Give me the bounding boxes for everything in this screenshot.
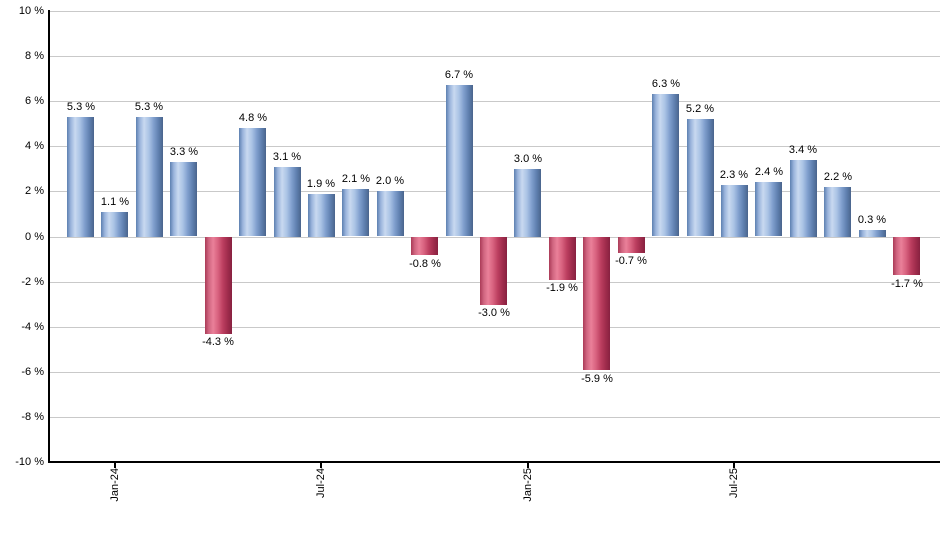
y-tick-label: -4 %	[21, 321, 44, 333]
bar-Nov-25	[859, 230, 886, 237]
bar-value-label: 2.0 %	[375, 175, 405, 187]
gridline	[48, 56, 940, 57]
y-tick-label: 4 %	[25, 140, 44, 152]
bar-May-25	[652, 94, 679, 236]
bar-value-label: -1.9 %	[546, 282, 578, 294]
y-tick-label: -6 %	[21, 366, 44, 378]
bar-Sep-25	[790, 160, 817, 237]
x-tick	[320, 461, 322, 468]
bar-value-label: 6.3 %	[651, 78, 681, 90]
y-tick-label: 0 %	[25, 231, 44, 243]
y-tick-label: -8 %	[21, 411, 44, 423]
y-axis-line	[48, 10, 50, 463]
bar-value-label: 2.3 %	[719, 169, 749, 181]
bar-May-24	[239, 128, 266, 236]
y-tick-label: 8 %	[25, 50, 44, 62]
bar-value-label: -5.9 %	[581, 373, 613, 385]
x-tick-label: Jul-24	[315, 468, 327, 498]
bar-Mar-25	[583, 237, 610, 370]
x-tick-label: Jan-24	[109, 468, 121, 502]
y-tick-label: 2 %	[25, 185, 44, 197]
gridline	[48, 417, 940, 418]
bar-value-label: -0.8 %	[409, 258, 441, 270]
bar-Oct-24	[411, 237, 438, 255]
bar-Mar-24	[170, 162, 197, 236]
gridline	[48, 101, 940, 102]
bar-value-label: 1.9 %	[306, 178, 336, 190]
y-tick-label: -10 %	[15, 456, 44, 468]
gridline	[48, 327, 940, 328]
y-tick-label: 6 %	[25, 95, 44, 107]
gridline	[48, 191, 940, 192]
bar-Oct-25	[824, 187, 851, 237]
bar-value-label: 0.3 %	[857, 214, 887, 226]
bar-value-label: 5.3 %	[134, 101, 164, 113]
bar-Jun-24	[274, 167, 301, 237]
x-axis-line	[48, 461, 940, 463]
bar-Sep-24	[377, 191, 404, 236]
bar-Aug-25	[755, 182, 782, 236]
bar-value-label: 1.1 %	[100, 196, 130, 208]
bar-Dec-25	[893, 237, 920, 275]
gridline	[48, 11, 940, 12]
bar-Feb-24	[136, 117, 163, 237]
bar-value-label: 4.8 %	[238, 112, 268, 124]
bar-Dec-23	[67, 117, 94, 237]
gridline	[48, 372, 940, 373]
bar-Apr-24	[205, 237, 232, 334]
bar-Feb-25	[549, 237, 576, 280]
bar-value-label: 2.2 %	[823, 171, 853, 183]
x-tick-label: Jul-25	[728, 468, 740, 498]
bar-Nov-24	[446, 85, 473, 236]
bar-value-label: -3.0 %	[478, 307, 510, 319]
y-tick-label: -2 %	[21, 276, 44, 288]
bar-value-label: 3.3 %	[169, 146, 199, 158]
bar-value-label: 3.4 %	[788, 144, 818, 156]
y-tick-label: 10 %	[18, 5, 44, 17]
bar-Jan-25	[514, 169, 541, 237]
bar-value-label: 2.4 %	[754, 166, 784, 178]
bar-value-label: 5.3 %	[66, 101, 96, 113]
bar-Jul-24	[308, 194, 335, 237]
bar-value-label: 3.0 %	[513, 153, 543, 165]
bar-value-label: 6.7 %	[444, 69, 474, 81]
x-tick	[114, 461, 116, 468]
bar-Jun-25	[687, 119, 714, 236]
bar-value-label: -1.7 %	[891, 278, 923, 290]
bar-value-label: 3.1 %	[272, 151, 302, 163]
bar-value-label: -0.7 %	[615, 255, 647, 267]
bar-Dec-24	[480, 237, 507, 305]
bar-Jul-25	[721, 185, 748, 237]
x-tick	[733, 461, 735, 468]
bar-value-label: -4.3 %	[202, 336, 234, 348]
x-tick	[527, 461, 529, 468]
bar-value-label: 5.2 %	[685, 103, 715, 115]
bar-Apr-25	[618, 237, 645, 253]
bar-Aug-24	[342, 189, 369, 236]
bar-Jan-24	[101, 212, 128, 237]
bar-value-label: 2.1 %	[341, 173, 371, 185]
gridline	[48, 146, 940, 147]
x-tick-label: Jan-25	[522, 468, 534, 502]
